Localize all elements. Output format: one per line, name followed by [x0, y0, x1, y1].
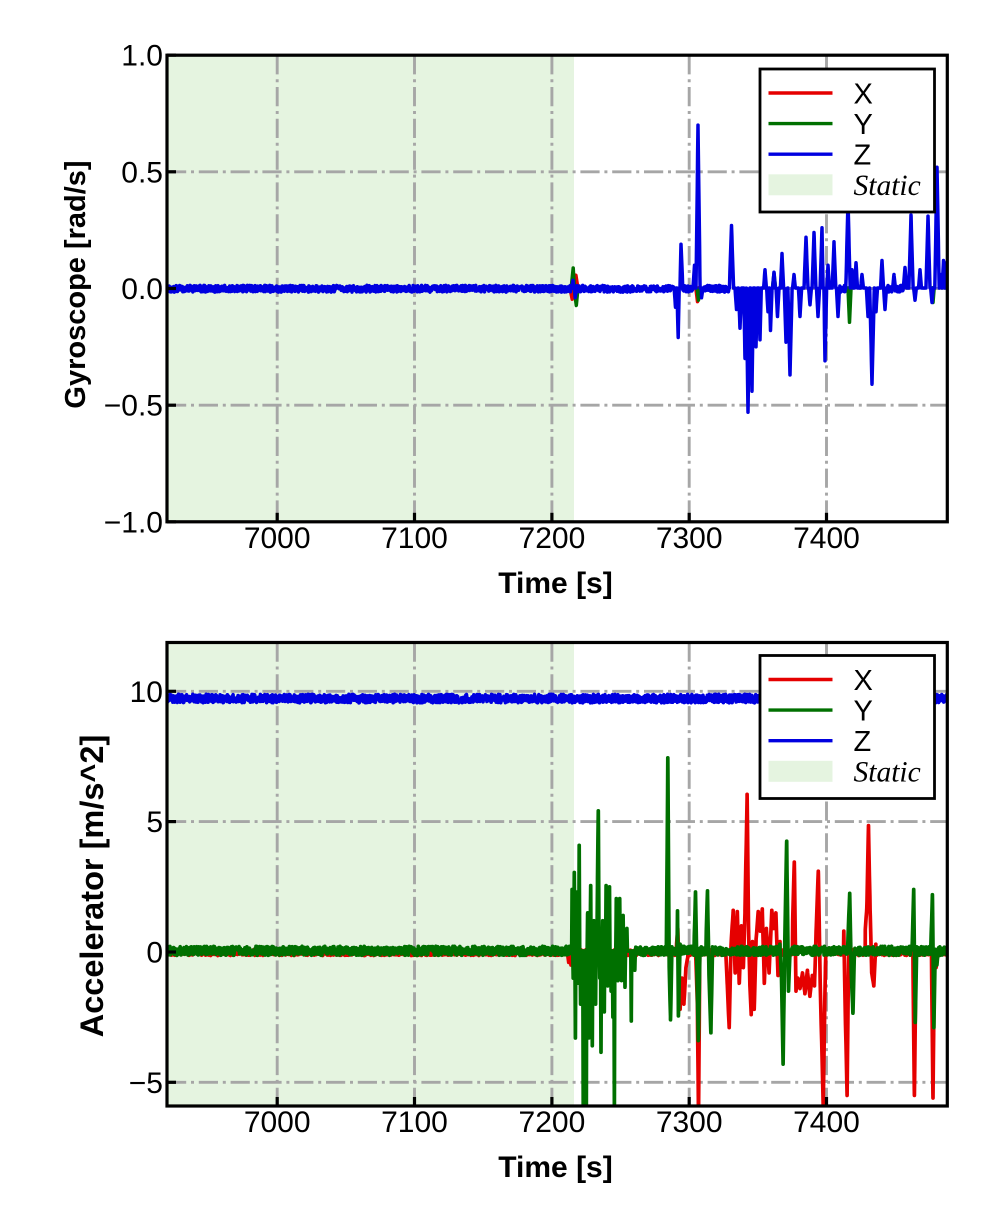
svg-text:7400: 7400: [793, 522, 860, 555]
svg-text:7200: 7200: [519, 1106, 586, 1139]
svg-text:Gyroscope [rad/s]: Gyroscope [rad/s]: [60, 160, 92, 408]
svg-text:Static: Static: [854, 756, 921, 788]
svg-text:Z: Z: [854, 140, 872, 172]
svg-text:−0.5: −0.5: [104, 390, 163, 423]
svg-text:10: 10: [130, 676, 163, 709]
svg-text:−1.0: −1.0: [104, 506, 163, 539]
svg-text:7400: 7400: [793, 1106, 860, 1139]
svg-text:Y: Y: [854, 109, 873, 141]
svg-text:Time [s]: Time [s]: [498, 1151, 612, 1184]
svg-text:7100: 7100: [381, 522, 448, 555]
svg-text:7300: 7300: [656, 1106, 723, 1139]
svg-text:0: 0: [146, 937, 163, 970]
svg-text:Y: Y: [854, 696, 873, 728]
svg-text:1.0: 1.0: [121, 40, 163, 73]
svg-text:7200: 7200: [519, 522, 586, 555]
svg-text:X: X: [854, 79, 873, 111]
svg-text:Accelerator [m/s^2]: Accelerator [m/s^2]: [74, 735, 110, 1038]
svg-text:0.5: 0.5: [121, 156, 163, 189]
svg-text:0.0: 0.0: [121, 273, 163, 306]
svg-text:7300: 7300: [656, 522, 723, 555]
svg-text:7000: 7000: [244, 1106, 311, 1139]
svg-text:Static: Static: [854, 170, 921, 202]
svg-text:7100: 7100: [381, 1106, 448, 1139]
svg-text:Time [s]: Time [s]: [498, 567, 612, 600]
svg-text:Z: Z: [854, 726, 872, 758]
svg-text:7000: 7000: [244, 522, 311, 555]
svg-text:5: 5: [146, 806, 163, 839]
svg-text:−5: −5: [129, 1067, 163, 1100]
svg-text:X: X: [854, 665, 873, 697]
